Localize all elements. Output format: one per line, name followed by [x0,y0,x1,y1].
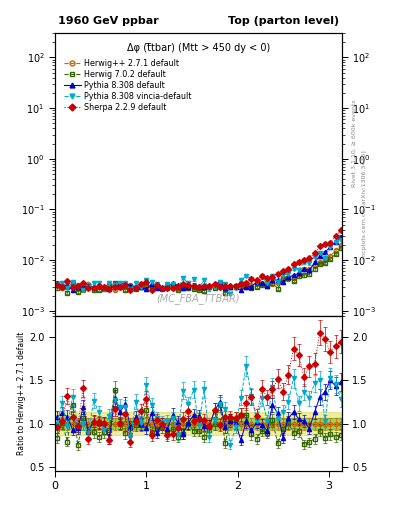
Text: Top (parton level): Top (parton level) [228,16,339,26]
Legend: Herwig++ 2.7.1 default, Herwig 7.0.2 default, Pythia 8.308 default, Pythia 8.308: Herwig++ 2.7.1 default, Herwig 7.0.2 def… [62,57,193,113]
Text: (MC_FBA_TTBAR): (MC_FBA_TTBAR) [157,293,240,305]
Text: Δφ (t̅tbar) (Mtt > 450 dy < 0): Δφ (t̅tbar) (Mtt > 450 dy < 0) [127,43,270,53]
Text: mcplots.cern.ch [arXiv:1306.3436]: mcplots.cern.ch [arXiv:1306.3436] [362,151,367,259]
Y-axis label: Ratio to Herwig++ 2.7.1 default: Ratio to Herwig++ 2.7.1 default [17,332,26,455]
Text: Rivet 3.1.10, ≥ 600k events: Rivet 3.1.10, ≥ 600k events [352,99,357,187]
Text: 1960 GeV ppbar: 1960 GeV ppbar [58,16,159,26]
